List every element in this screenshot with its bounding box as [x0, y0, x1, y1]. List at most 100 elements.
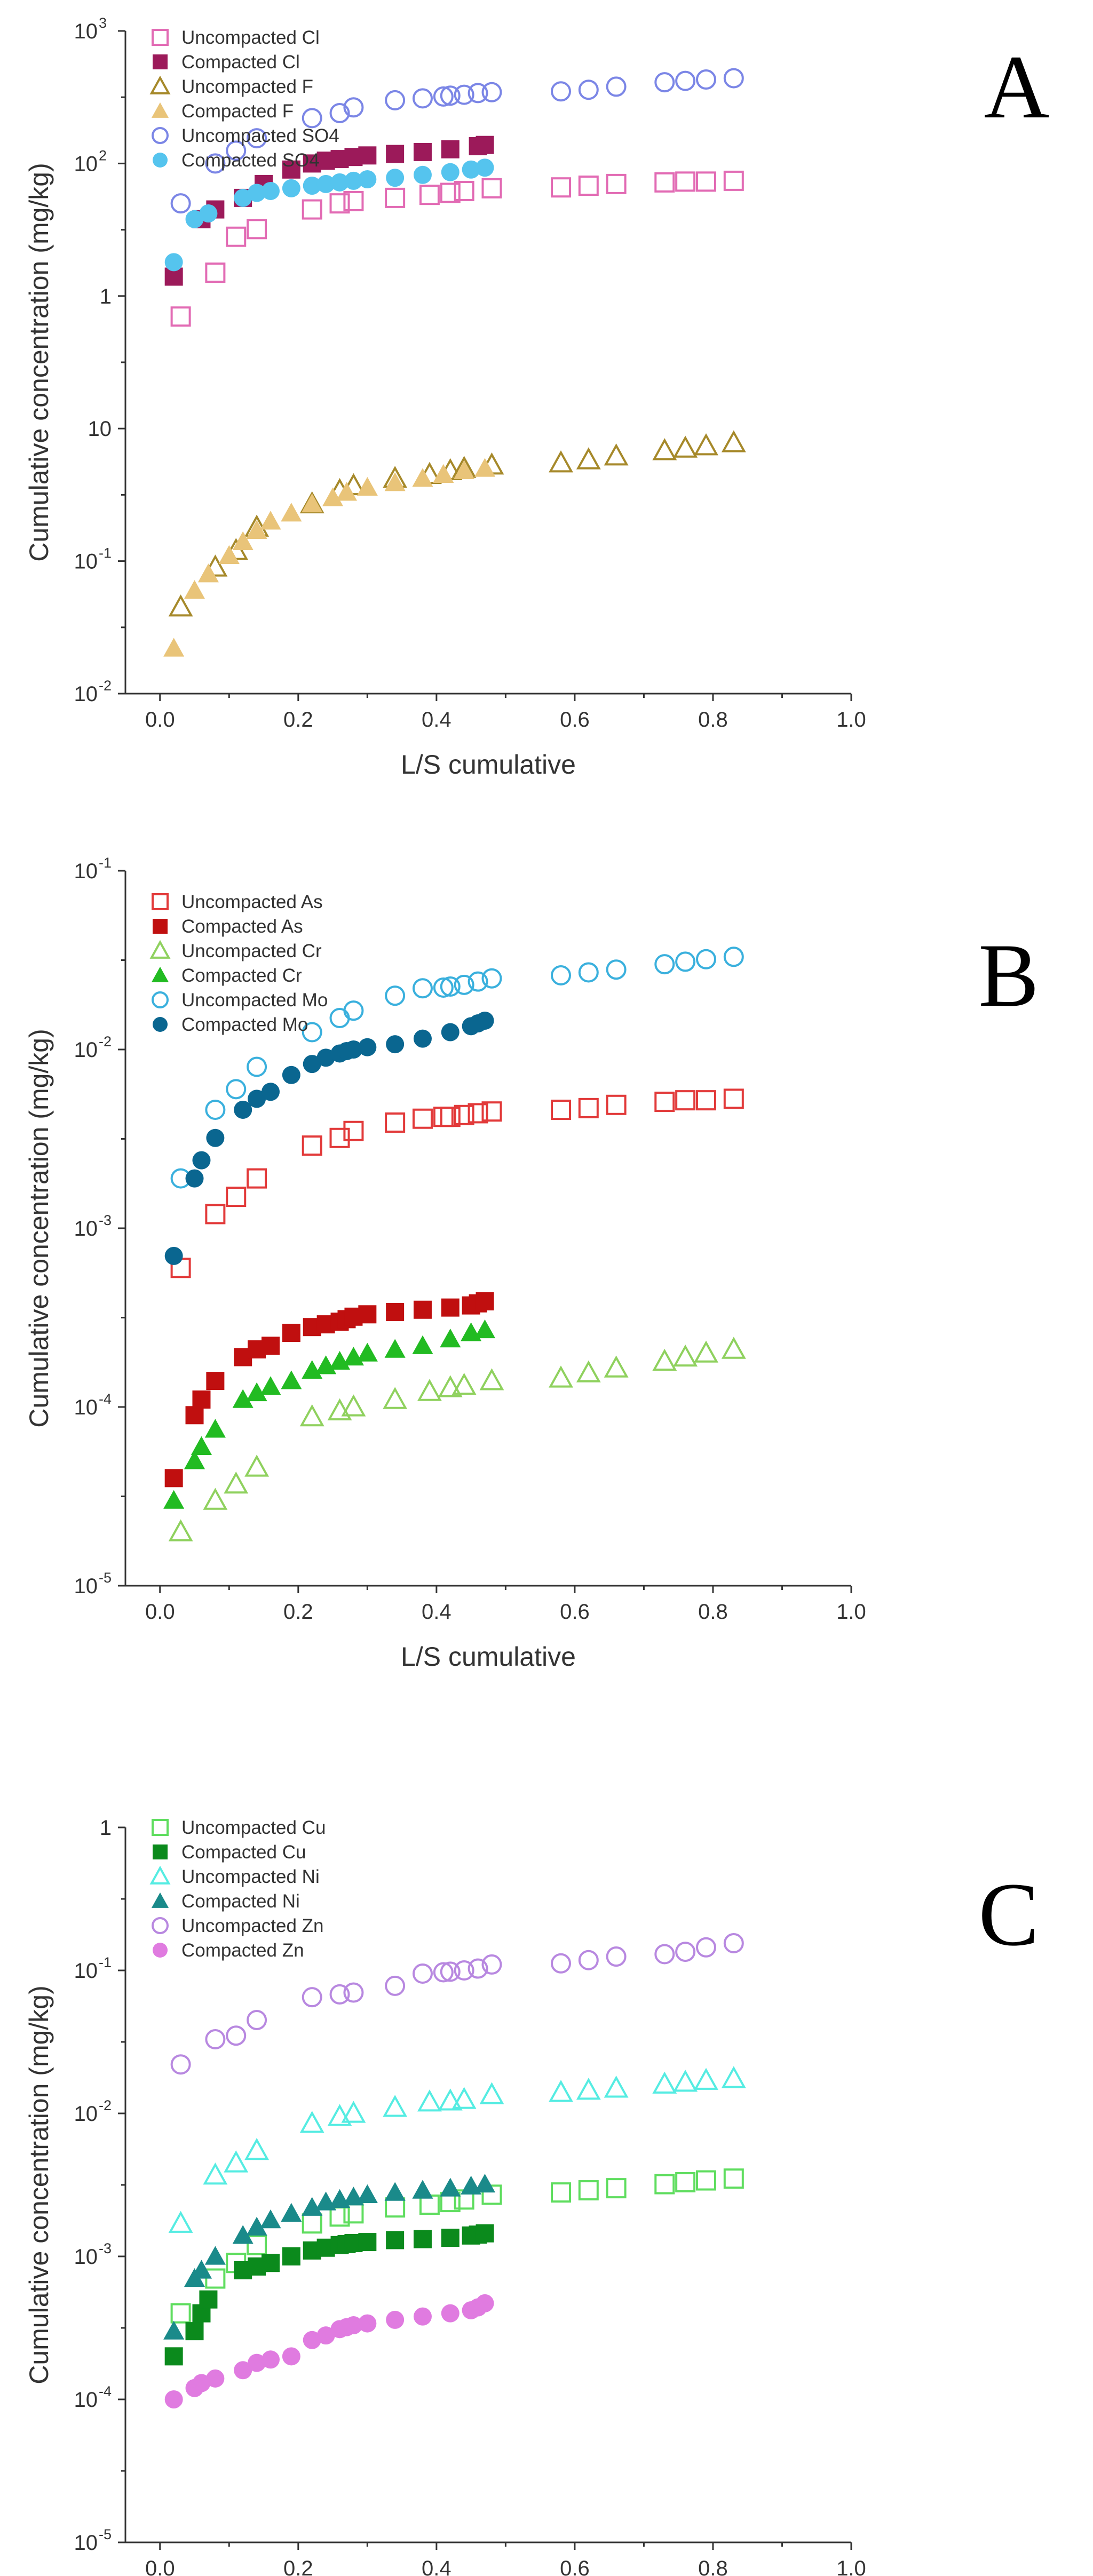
data-point	[386, 169, 405, 187]
data-point	[412, 468, 433, 487]
series-compacted-cu	[164, 2224, 494, 2366]
data-point	[384, 1339, 406, 1358]
data-point	[358, 2314, 377, 2333]
data-point	[412, 1963, 433, 1984]
data-point	[696, 2170, 716, 2191]
data-point	[551, 81, 571, 102]
data-point	[384, 472, 406, 491]
data-point	[694, 433, 718, 456]
data-point	[234, 2361, 252, 2380]
legend-label: Compacted F	[181, 101, 294, 122]
data-point	[344, 1040, 363, 1059]
data-point	[206, 1372, 225, 1390]
legend-label: Uncompacted Cr	[181, 941, 322, 961]
data-point	[244, 2137, 270, 2160]
data-point	[468, 83, 488, 104]
y-tick-label: 1	[100, 1816, 112, 1840]
data-point	[234, 188, 252, 207]
x-tick-label: 0.0	[145, 708, 175, 732]
data-point	[226, 2025, 247, 2046]
data-point	[606, 1946, 627, 1967]
data-point	[357, 1342, 378, 1362]
legend-label: Compacted Zn	[181, 1940, 304, 1961]
data-point	[262, 1337, 280, 1355]
y-tick-label: 10	[74, 2102, 98, 2126]
data-point	[163, 638, 185, 657]
data-point	[454, 1960, 474, 1981]
data-point	[723, 170, 744, 191]
data-point	[226, 140, 247, 161]
data-point	[232, 1389, 254, 1408]
data-point	[441, 163, 460, 181]
data-point	[303, 2331, 321, 2349]
data-point	[606, 173, 627, 194]
x-tick-label: 0.2	[283, 1600, 313, 1624]
data-point	[246, 2216, 267, 2236]
data-point	[281, 2203, 302, 2222]
data-point	[578, 2180, 599, 2201]
data-point	[474, 1319, 496, 1339]
data-point	[185, 2322, 204, 2341]
data-point	[481, 968, 502, 989]
data-point	[479, 1368, 504, 1390]
x-tick-label: 0.4	[422, 2557, 452, 2576]
data-point	[440, 1107, 461, 1127]
data-point	[327, 2104, 352, 2126]
data-point	[170, 2303, 191, 2324]
data-point	[696, 1090, 716, 1111]
x-tick-label: 0.2	[283, 708, 313, 732]
y-tick-exponent: -3	[99, 2240, 112, 2256]
data-point	[723, 2168, 744, 2189]
legend-marker	[152, 29, 169, 46]
data-point	[302, 1022, 322, 1043]
legend-marker	[151, 966, 169, 982]
data-point	[282, 1323, 300, 1342]
data-point	[329, 1984, 350, 2005]
data-point	[341, 2101, 366, 2123]
data-point	[438, 2088, 463, 2111]
data-point	[226, 1079, 247, 1100]
data-point	[234, 1100, 252, 1119]
data-point	[260, 2209, 281, 2229]
data-point	[343, 97, 364, 118]
data-point	[383, 2095, 408, 2117]
data-point	[281, 503, 302, 522]
x-tick-label: 0.8	[698, 708, 728, 732]
data-point	[412, 1335, 433, 1354]
data-point	[248, 1090, 266, 1108]
data-point	[578, 962, 599, 983]
data-point	[549, 2080, 573, 2102]
data-point	[358, 1038, 377, 1056]
data-point	[606, 76, 627, 97]
data-point	[163, 1490, 185, 1509]
y-tick-label: 10	[74, 1396, 98, 1419]
panel-letter: A	[984, 37, 1050, 137]
series-compacted-as	[164, 1292, 494, 1488]
data-point	[413, 165, 432, 184]
data-point	[184, 1450, 205, 1469]
legend: Uncompacted Cl Compacted Cl Uncompacted F C…	[149, 27, 339, 171]
data-point	[454, 1104, 474, 1125]
data-point	[481, 1954, 502, 1975]
data-point	[247, 2235, 267, 2255]
data-point	[578, 176, 599, 196]
data-point	[723, 68, 744, 89]
data-point	[358, 170, 377, 189]
data-point	[551, 1953, 571, 1974]
y-tick-exponent: -1	[99, 545, 112, 561]
legend-marker	[152, 1819, 169, 1836]
data-point	[203, 1488, 228, 1510]
data-point	[654, 1091, 675, 1112]
data-point	[413, 142, 432, 161]
data-point	[358, 1305, 377, 1324]
series-compacted-zn	[164, 2294, 494, 2408]
series-uncompacted-cl	[170, 170, 744, 327]
data-point	[441, 1023, 460, 1041]
data-point	[191, 2260, 212, 2279]
data-point	[696, 949, 716, 969]
data-point	[673, 2070, 698, 2092]
data-point	[696, 1937, 716, 1958]
data-point	[462, 160, 480, 179]
data-point	[205, 263, 226, 283]
data-point	[386, 1302, 405, 1321]
